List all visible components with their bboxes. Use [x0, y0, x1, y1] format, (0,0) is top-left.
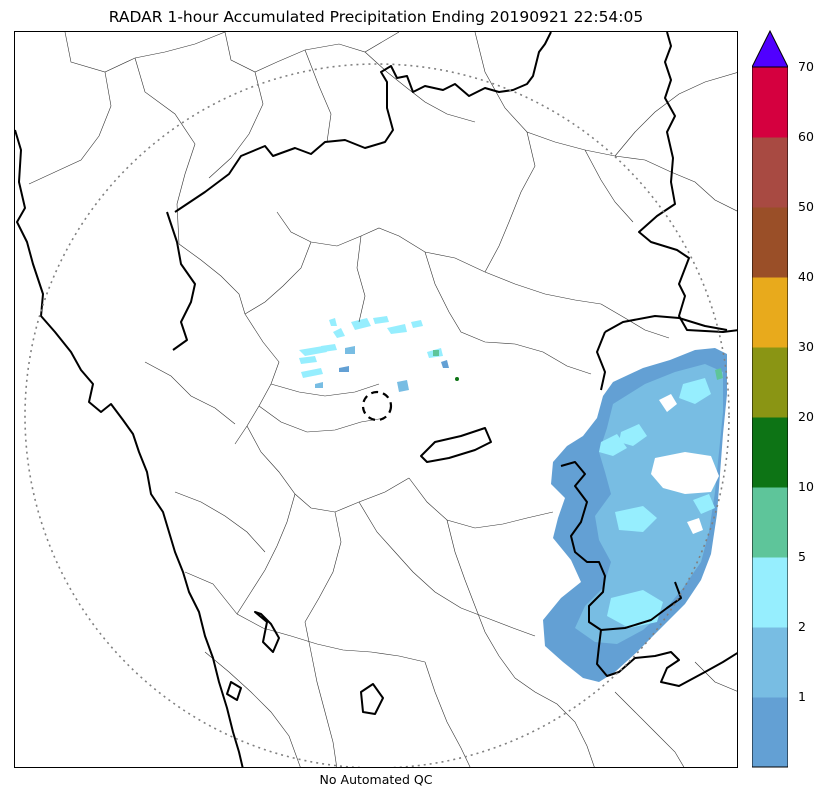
echo-6 — [329, 318, 337, 326]
coastline — [15, 129, 244, 767]
colorbar-tick-label: 60 — [798, 129, 814, 144]
colorbar-tick-label: 5 — [798, 549, 806, 564]
echo-15 — [433, 350, 439, 356]
precip-area-heavy-5 — [679, 378, 711, 404]
radar-map-canvas — [15, 32, 737, 767]
colorbar-bins — [752, 67, 788, 768]
echo-3 — [301, 368, 323, 378]
colorbar-bin-2-5 — [752, 557, 788, 628]
radar-range-ring — [24, 63, 730, 767]
colorbar-tick-label: 30 — [798, 339, 814, 354]
precip-area-heavy-1 — [619, 424, 647, 446]
qc-note: No Automated QC — [319, 772, 433, 787]
state-border-west — [166, 211, 196, 351]
district-boundaries — [28, 32, 737, 767]
precip-area-heavy-3 — [615, 506, 657, 532]
colorbar-tick-label: 40 — [798, 269, 814, 284]
state-border-east-inner — [596, 331, 606, 391]
colorbar-bin-10-20 — [752, 417, 788, 488]
state-border-southeast-2 — [600, 581, 682, 631]
colorbar-extend-arrow — [752, 30, 788, 68]
echo-9 — [387, 324, 407, 334]
colorbar-tick-label: 50 — [798, 199, 814, 214]
echo-1 — [299, 346, 327, 356]
island-3 — [226, 681, 242, 701]
precipitation-colorbar — [752, 30, 788, 768]
echo-17 — [441, 360, 449, 368]
colorbar-tick-label: 10 — [798, 479, 814, 494]
echo-14 — [397, 380, 409, 392]
state-border-northeast — [638, 32, 737, 333]
colorbar-bin-40-50 — [752, 207, 788, 278]
precip-area-heavy-2 — [599, 434, 627, 456]
state-border-north — [174, 32, 552, 213]
colorbar-bin-1-2 — [752, 627, 788, 698]
state-border-south-central — [420, 427, 492, 463]
echo-10 — [411, 320, 423, 328]
echo-7 — [351, 318, 371, 330]
echo-2 — [299, 356, 317, 364]
colorbar-outline — [752, 67, 788, 768]
precip-field-east — [543, 348, 727, 682]
colorbar-tick-label: 1 — [798, 689, 806, 704]
echo-13 — [339, 366, 349, 372]
colorbar-tick-label: 2 — [798, 619, 806, 634]
state-border-east — [604, 315, 728, 333]
colorbar-bin-30-40 — [752, 277, 788, 348]
radar-site-marker — [361, 390, 393, 422]
echo-5 — [333, 328, 345, 338]
echo-8 — [373, 316, 389, 324]
colorbar-bin-50-60 — [752, 137, 788, 208]
colorbar-bin-0-1 — [752, 697, 788, 768]
precip-scattered-central — [299, 316, 459, 392]
echo-16 — [455, 377, 459, 381]
island-1 — [254, 611, 280, 653]
colorbar-bin-5-10 — [752, 487, 788, 558]
precip-area-very-heavy — [715, 368, 723, 380]
echo-18 — [315, 382, 323, 388]
map-title: RADAR 1-hour Accumulated Precipitation E… — [108, 8, 644, 26]
precip-area-heavy-6 — [693, 494, 715, 514]
precip-hole-3 — [687, 518, 703, 534]
echo-4 — [321, 344, 337, 352]
colorbar-bin-20-30 — [752, 347, 788, 418]
colorbar-bin-60-70 — [752, 67, 788, 138]
colorbar-tick-label: 70 — [798, 59, 814, 74]
echo-12 — [345, 346, 355, 354]
precip-area-moderate — [575, 364, 723, 644]
colorbar-tick-label: 20 — [798, 409, 814, 424]
island-2 — [360, 683, 384, 715]
precip-hole-2 — [659, 394, 677, 412]
precip-hole-1 — [651, 452, 719, 494]
radar-map — [14, 31, 738, 768]
precip-area-heavy-4 — [607, 590, 663, 628]
